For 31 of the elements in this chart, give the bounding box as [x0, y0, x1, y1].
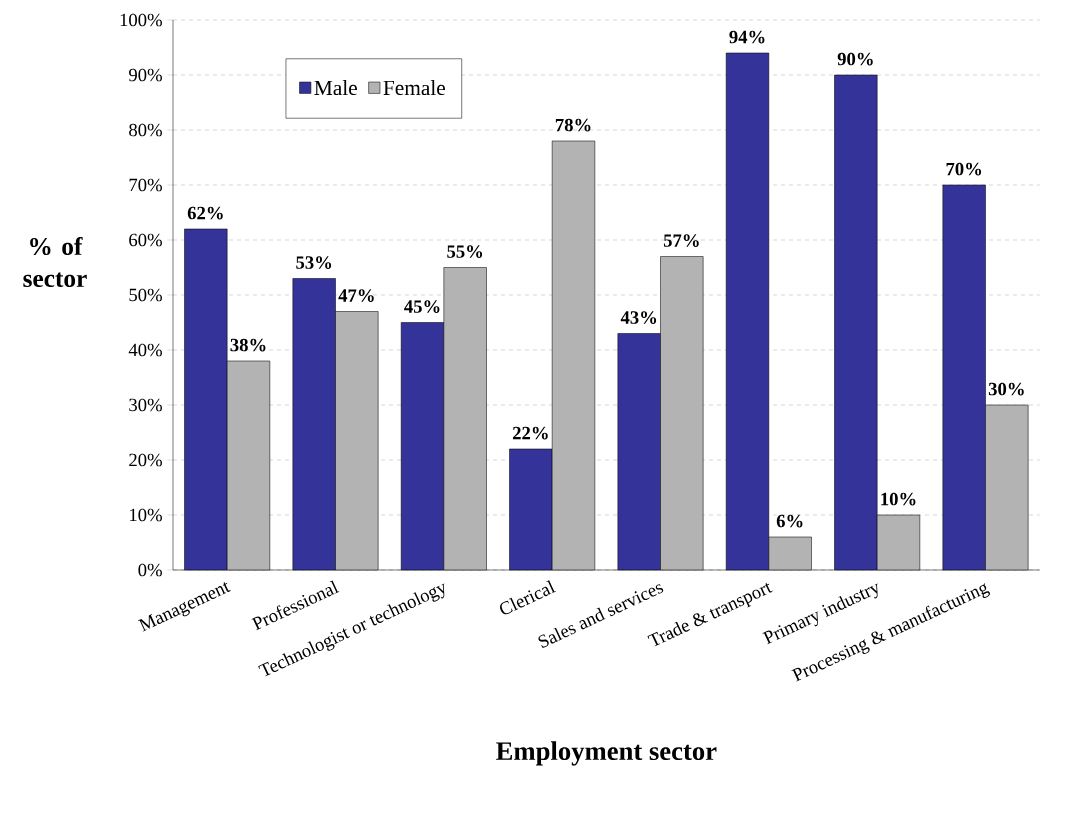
legend-label: Female: [383, 80, 445, 96]
data-label: 70%: [946, 162, 982, 176]
data-label: 6%: [776, 514, 803, 528]
data-label: 90%: [837, 52, 873, 66]
y-tick-label: 20%: [129, 453, 162, 467]
legend-label: Male: [314, 80, 357, 96]
y-tick-label: 100%: [120, 13, 162, 27]
data-label: 62%: [187, 206, 223, 220]
y-tick-label: 60%: [129, 233, 162, 247]
y-tick-label: 50%: [129, 288, 162, 302]
data-label: 30%: [988, 382, 1024, 396]
y-tick-label: 10%: [130, 508, 162, 522]
data-label: 94%: [729, 30, 765, 44]
data-label: 78%: [555, 118, 591, 132]
y-tick-label: 80%: [129, 123, 162, 137]
y-tick-label: 30%: [129, 398, 162, 412]
data-label: 57%: [663, 234, 699, 247]
data-label: 22%: [512, 426, 548, 440]
y-tick-label: 40%: [128, 343, 162, 357]
data-label: 53%: [296, 256, 332, 269]
data-label: 55%: [447, 245, 483, 258]
y-tick-label: 90%: [129, 68, 162, 82]
y-tick-label: 0%: [138, 563, 162, 577]
data-label: 10%: [881, 492, 916, 506]
y-tick-label: 70%: [129, 178, 162, 192]
x-axis-title: Employment sector: [496, 741, 717, 766]
data-label: 47%: [338, 289, 374, 302]
y-axis-title: % of sector: [23, 236, 87, 288]
data-label: 45%: [404, 300, 440, 313]
data-label: 43%: [620, 311, 657, 324]
data-label: 38%: [230, 338, 266, 352]
